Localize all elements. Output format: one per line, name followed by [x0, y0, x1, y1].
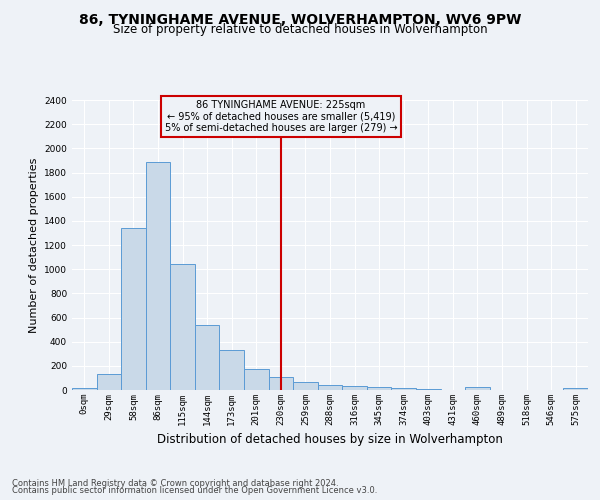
Bar: [97, 374, 121, 390]
Text: Contains public sector information licensed under the Open Government Licence v3: Contains public sector information licen…: [12, 486, 377, 495]
Bar: [244, 370, 269, 390]
Bar: [465, 388, 490, 390]
Bar: [318, 385, 342, 390]
Bar: [195, 325, 220, 390]
Bar: [146, 162, 170, 390]
Bar: [72, 388, 97, 390]
Bar: [391, 388, 416, 390]
Text: Contains HM Land Registry data © Crown copyright and database right 2024.: Contains HM Land Registry data © Crown c…: [12, 478, 338, 488]
Bar: [293, 382, 318, 390]
Text: Size of property relative to detached houses in Wolverhampton: Size of property relative to detached ho…: [113, 22, 487, 36]
Bar: [170, 264, 195, 390]
Text: 86 TYNINGHAME AVENUE: 225sqm
← 95% of detached houses are smaller (5,419)
5% of : 86 TYNINGHAME AVENUE: 225sqm ← 95% of de…: [164, 100, 397, 133]
Text: 86, TYNINGHAME AVENUE, WOLVERHAMPTON, WV6 9PW: 86, TYNINGHAME AVENUE, WOLVERHAMPTON, WV…: [79, 12, 521, 26]
Bar: [220, 350, 244, 390]
Bar: [342, 386, 367, 390]
Bar: [269, 376, 293, 390]
X-axis label: Distribution of detached houses by size in Wolverhampton: Distribution of detached houses by size …: [157, 434, 503, 446]
Bar: [121, 228, 146, 390]
Bar: [563, 388, 588, 390]
Y-axis label: Number of detached properties: Number of detached properties: [29, 158, 38, 332]
Bar: [367, 386, 391, 390]
